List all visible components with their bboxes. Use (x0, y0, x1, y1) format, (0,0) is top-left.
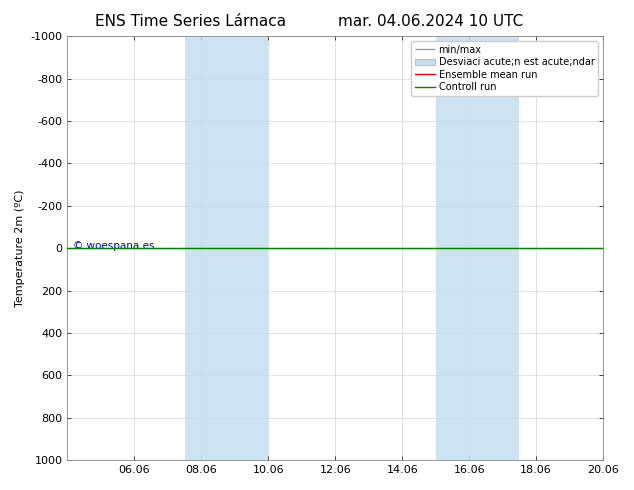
Bar (436, 36, 469, 460)
Bar (218, 36, 268, 460)
Text: mar. 04.06.2024 10 UTC: mar. 04.06.2024 10 UTC (339, 14, 524, 29)
Text: ENS Time Series Lárnaca: ENS Time Series Lárnaca (94, 14, 286, 29)
Bar (184, 36, 218, 460)
Legend: min/max, Desviaci acute;n est acute;ndar, Ensemble mean run, Controll run: min/max, Desviaci acute;n est acute;ndar… (411, 41, 598, 96)
Bar (469, 36, 519, 460)
Text: © woespana.es: © woespana.es (73, 241, 154, 251)
Y-axis label: Temperature 2m (ºC): Temperature 2m (ºC) (15, 190, 25, 307)
